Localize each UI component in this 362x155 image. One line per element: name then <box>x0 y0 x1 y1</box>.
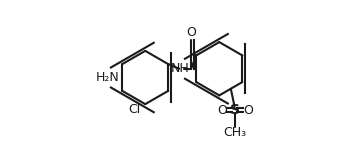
Text: O: O <box>217 104 227 117</box>
Text: S: S <box>230 103 240 117</box>
Text: O: O <box>243 104 253 117</box>
Text: NH: NH <box>171 62 189 75</box>
Text: Cl: Cl <box>128 103 140 116</box>
Text: H₂N: H₂N <box>96 71 120 84</box>
Text: O: O <box>186 26 196 39</box>
Text: CH₃: CH₃ <box>223 126 246 139</box>
